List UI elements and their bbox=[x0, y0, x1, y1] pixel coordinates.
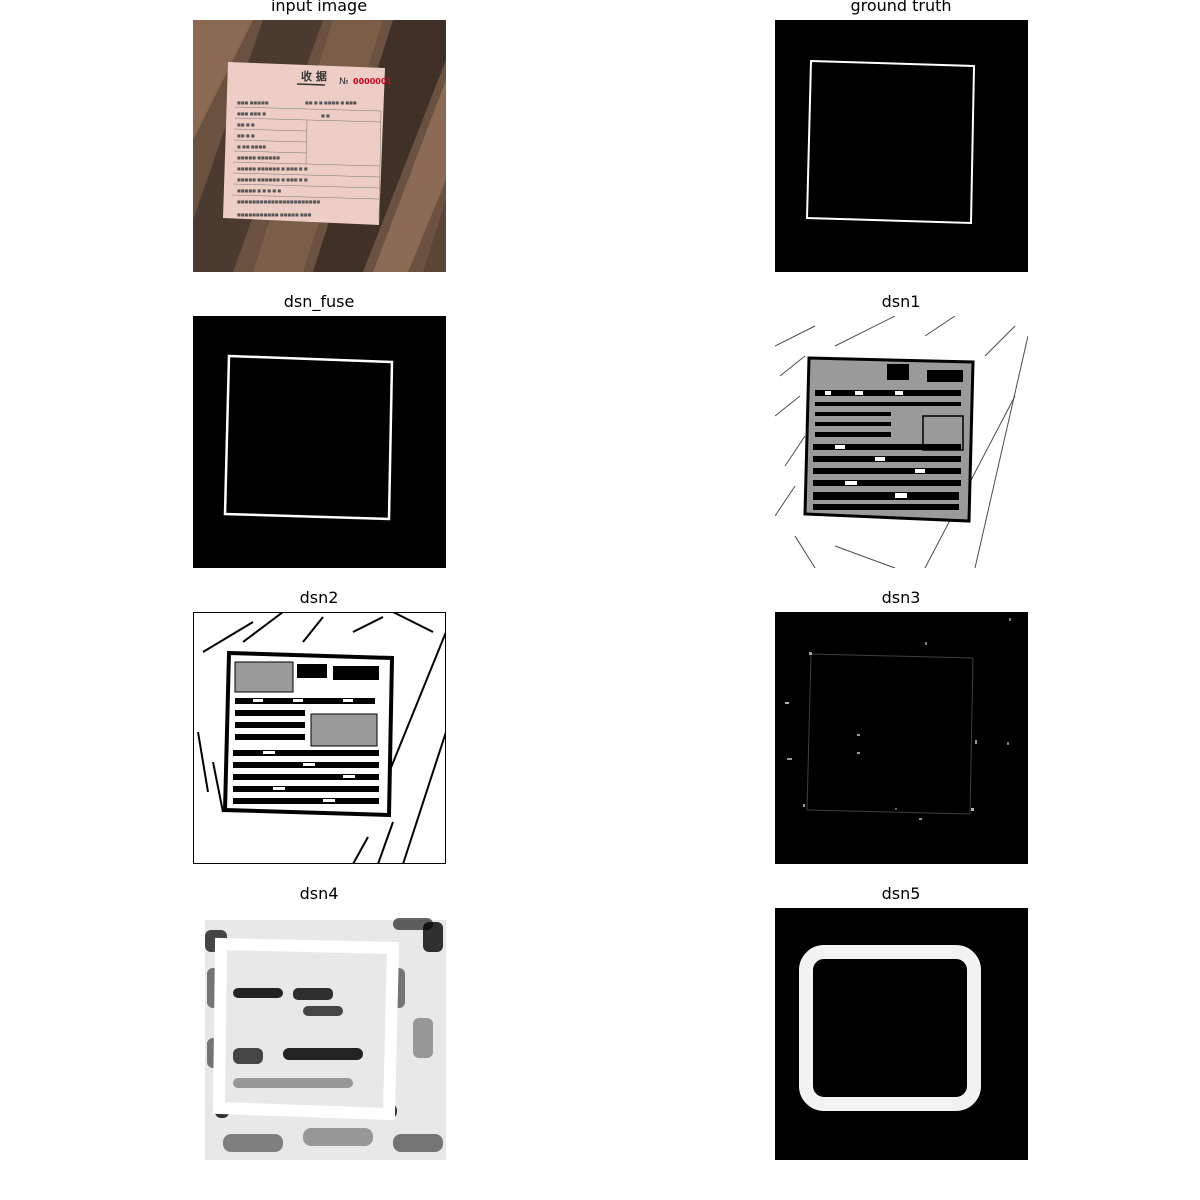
svg-text:■■■■■ ■ ■ ■ ■ ■: ■■■■■ ■ ■ ■ ■ ■ bbox=[237, 188, 281, 193]
title-input-image: input image bbox=[270, 0, 368, 15]
svg-text:■ ■■ ■■■■: ■ ■■ ■■■■ bbox=[237, 144, 266, 149]
input-image-panel: 收 据 № 0000001 ■■■ ■■■■■ ■■ ■ ■ ■■■■ ■ ■■… bbox=[193, 20, 446, 272]
receipt-number-prefix: № bbox=[339, 77, 348, 87]
svg-text:■■ ■ ■ ■■■■ ■ ■■■: ■■ ■ ■ ■■■■ ■ ■■■ bbox=[305, 100, 357, 105]
svg-text:■■■■■■■■■■■■■■■■■■■■■■: ■■■■■■■■■■■■■■■■■■■■■■ bbox=[237, 199, 320, 204]
title-dsn2: dsn2 bbox=[299, 588, 339, 607]
dsn3-image bbox=[775, 612, 1028, 864]
dsn2-panel bbox=[193, 612, 446, 864]
svg-text:■■■ ■■■ ■: ■■■ ■■■ ■ bbox=[237, 111, 266, 116]
dsn4-panel bbox=[193, 908, 446, 1160]
receipt-paper bbox=[223, 62, 385, 225]
title-dsn3: dsn3 bbox=[881, 588, 921, 607]
title-dsn5: dsn5 bbox=[881, 884, 921, 903]
title-dsn1: dsn1 bbox=[881, 292, 921, 311]
svg-text:■■ ■ ■: ■■ ■ ■ bbox=[237, 122, 255, 127]
receipt-number: 0000001 bbox=[353, 77, 392, 86]
svg-text:■■■■■ ■■■■■■ ■ ■■■ ■ ■: ■■■■■ ■■■■■■ ■ ■■■ ■ ■ bbox=[237, 177, 308, 182]
ground-truth-panel bbox=[775, 20, 1028, 272]
svg-text:■■■■■ ■■■■■■ ■ ■■■ ■ ■: ■■■■■ ■■■■■■ ■ ■■■ ■ ■ bbox=[237, 166, 308, 171]
dsn-fuse-panel bbox=[193, 316, 446, 568]
dsn4-image bbox=[193, 908, 446, 1160]
title-dsn4: dsn4 bbox=[299, 884, 339, 903]
input-image: 收 据 № 0000001 ■■■ ■■■■■ ■■ ■ ■ ■■■■ ■ ■■… bbox=[193, 20, 446, 272]
title-ground-truth: ground truth bbox=[850, 0, 952, 15]
svg-text:■■ ■ ■: ■■ ■ ■ bbox=[237, 133, 255, 138]
svg-text:■ ■: ■ ■ bbox=[321, 113, 330, 118]
dsn5-image bbox=[775, 908, 1028, 1160]
ground-truth-image bbox=[775, 20, 1028, 272]
dsn5-panel bbox=[775, 908, 1028, 1160]
dsn3-panel bbox=[775, 612, 1028, 864]
dsn2-image bbox=[193, 612, 446, 864]
dsn1-image bbox=[775, 316, 1028, 568]
dsn-fuse-image bbox=[193, 316, 446, 568]
svg-text:■■■■■■■■■■■ ■■■■■ ■■■: ■■■■■■■■■■■ ■■■■■ ■■■ bbox=[237, 212, 312, 217]
svg-text:■■■ ■■■■■: ■■■ ■■■■■ bbox=[237, 100, 269, 105]
svg-text:■■■■■ ■■■■■■: ■■■■■ ■■■■■■ bbox=[237, 155, 280, 160]
dsn1-panel bbox=[775, 316, 1028, 568]
title-dsn-fuse: dsn_fuse bbox=[283, 292, 355, 311]
receipt-heading: 收 据 bbox=[301, 69, 327, 83]
